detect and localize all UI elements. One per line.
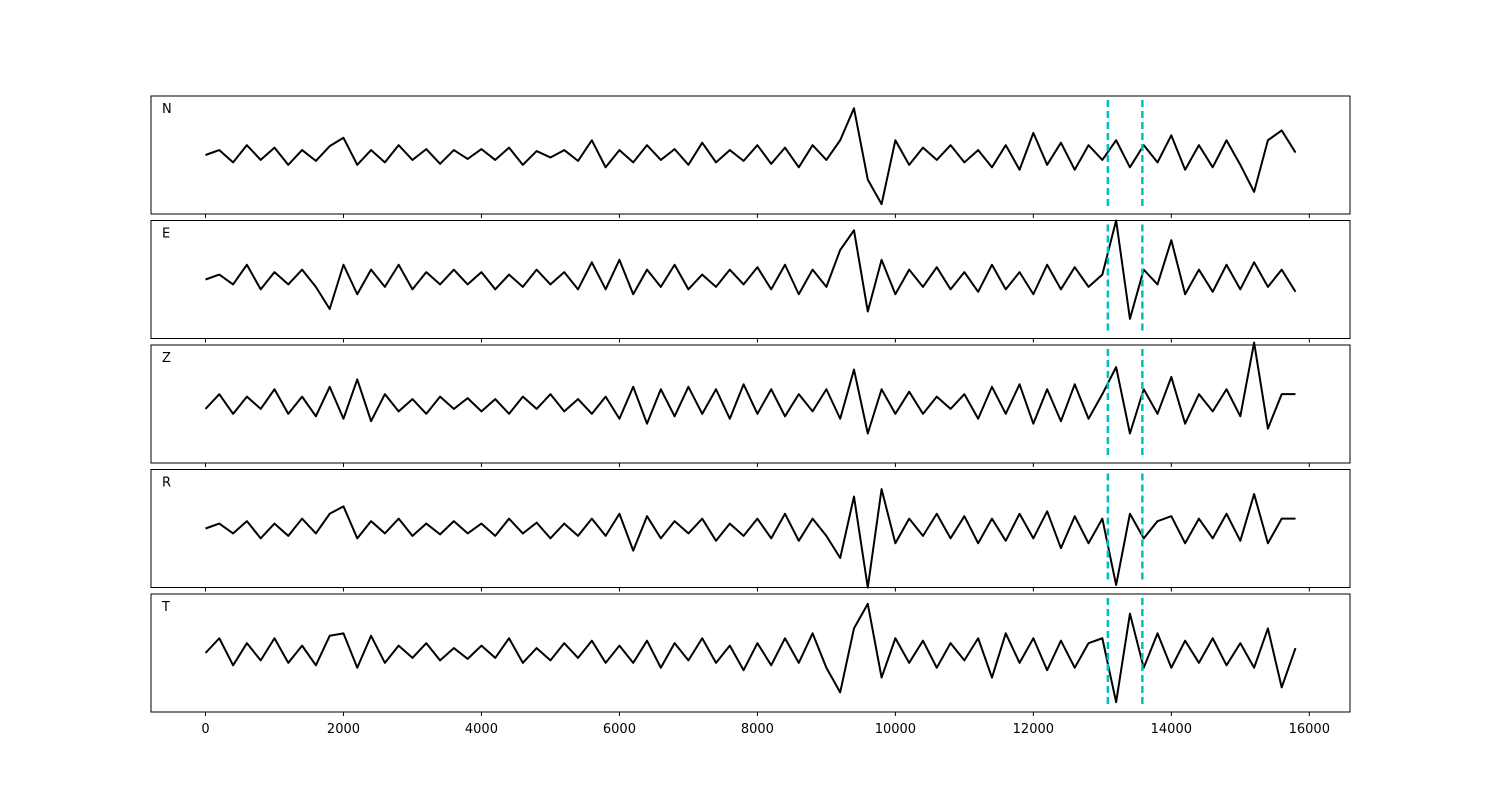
panel-frame [150, 469, 1351, 588]
x-tick-label: 14000 [1151, 722, 1192, 737]
trace [205, 107, 1297, 206]
panel: R [150, 469, 1351, 592]
trace [205, 219, 1297, 320]
trace [205, 488, 1296, 589]
panel-frame [150, 593, 1351, 713]
panel: E [150, 219, 1351, 343]
panel-frame [150, 220, 1351, 339]
x-tick-label: 2000 [327, 722, 360, 737]
x-tick-label: 16000 [1289, 722, 1330, 737]
panel: T 0 2000 4000 6000 8000 10000 12000 14000 16000 [150, 593, 1351, 737]
x-tick-label: 12000 [1013, 722, 1054, 737]
panel: N [150, 95, 1351, 218]
trace [204, 341, 1296, 435]
panel: Z [150, 341, 1351, 467]
x-tick-label: 0 [201, 722, 209, 737]
trace-label: E [162, 227, 170, 242]
trace-label: R [162, 476, 171, 491]
x-tick-label: 8000 [741, 722, 774, 737]
x-tick-label: 6000 [603, 722, 636, 737]
trace-label: Z [162, 351, 171, 366]
trace-label: T [161, 600, 170, 615]
panel-frame [150, 95, 1351, 215]
x-tick-label: 10000 [875, 722, 916, 737]
trace [204, 602, 1297, 704]
trace-label: N [162, 102, 172, 117]
x-tick-label: 4000 [465, 722, 498, 737]
panel-frame [150, 344, 1351, 464]
